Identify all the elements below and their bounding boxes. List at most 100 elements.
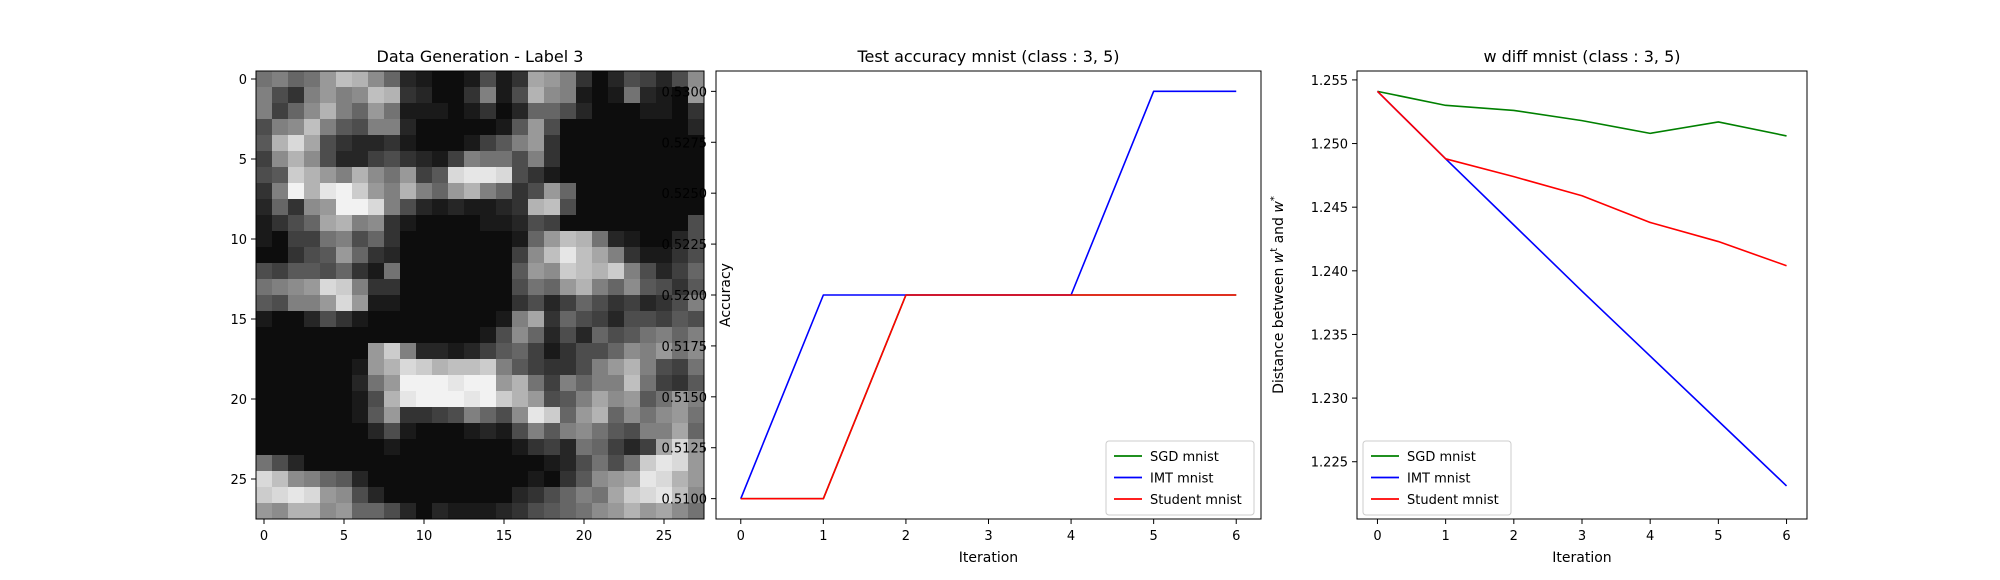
heatmap-cell xyxy=(288,359,305,376)
heatmap-cell xyxy=(272,311,289,328)
heatmap-cell xyxy=(560,407,577,424)
heatmap-cell xyxy=(608,103,625,120)
x-tick-label: 2 xyxy=(1510,529,1518,544)
heatmap-cell xyxy=(432,471,449,488)
heatmap-cell xyxy=(656,263,673,280)
heatmap-cell xyxy=(560,279,577,296)
heatmap-cell xyxy=(544,231,561,248)
heatmap-cell xyxy=(272,263,289,280)
heatmap-cell xyxy=(464,135,481,152)
heatmap-cell xyxy=(688,183,705,200)
heatmap-cell xyxy=(448,167,465,184)
heatmap-cell xyxy=(640,471,657,488)
heatmap-cell xyxy=(448,471,465,488)
heatmap-cell xyxy=(672,215,689,232)
heatmap-cell xyxy=(288,199,305,216)
heatmap-cell xyxy=(288,407,305,424)
heatmap-cell xyxy=(320,295,337,312)
heatmap-cell xyxy=(688,71,705,88)
heatmap-cell xyxy=(496,183,513,200)
heatmap-cell xyxy=(592,439,609,456)
heatmap-cell xyxy=(432,119,449,136)
heatmap-cell xyxy=(544,375,561,392)
heatmap-cell xyxy=(544,407,561,424)
heatmap-cell xyxy=(320,183,337,200)
heatmap-cell xyxy=(608,119,625,136)
heatmap-cell xyxy=(576,103,593,120)
heatmap-cell xyxy=(480,391,497,408)
heatmap-cell xyxy=(288,231,305,248)
heatmap-cell xyxy=(480,311,497,328)
heatmap-cell xyxy=(608,439,625,456)
heatmap-cell xyxy=(496,327,513,344)
heatmap-cell xyxy=(384,151,401,168)
heatmap-cell xyxy=(688,359,705,376)
heatmap-cell xyxy=(512,439,529,456)
heatmap-cell xyxy=(448,247,465,264)
heatmap-cell xyxy=(624,231,641,248)
heatmap-cell xyxy=(336,471,353,488)
heatmap-cell xyxy=(272,215,289,232)
heatmap-cell xyxy=(352,183,369,200)
heatmap-cell xyxy=(544,343,561,360)
heatmap-cell xyxy=(560,295,577,312)
heatmap-cell xyxy=(560,103,577,120)
heatmap-cell xyxy=(384,71,401,88)
heatmap-cell xyxy=(544,327,561,344)
legend-label: SGD mnist xyxy=(1150,450,1219,465)
heatmap-cell xyxy=(352,311,369,328)
heatmap-cell xyxy=(368,135,385,152)
heatmap-cell xyxy=(560,263,577,280)
heatmap-cell xyxy=(560,199,577,216)
heatmap-cell xyxy=(256,343,273,360)
heatmap-cell xyxy=(432,503,449,520)
heatmap-cell xyxy=(336,359,353,376)
heatmap-cell xyxy=(576,183,593,200)
heatmap-cell xyxy=(592,487,609,504)
heatmap-cell xyxy=(432,279,449,296)
heatmap-cell xyxy=(416,247,433,264)
heatmap-cell xyxy=(256,439,273,456)
heatmap-cell xyxy=(544,487,561,504)
heatmap-cell xyxy=(256,263,273,280)
heatmap-cell xyxy=(448,391,465,408)
heatmap-cell xyxy=(432,231,449,248)
heatmap-cell xyxy=(336,439,353,456)
heatmap-cell xyxy=(624,183,641,200)
heatmap-cell xyxy=(560,247,577,264)
heatmap-cell xyxy=(544,439,561,456)
heatmap-cell xyxy=(672,103,689,120)
heatmap-cell xyxy=(640,263,657,280)
heatmap-cell xyxy=(672,311,689,328)
heatmap-cell xyxy=(656,295,673,312)
heatmap-cell xyxy=(624,359,641,376)
y-tick-label: 0.5125 xyxy=(662,442,708,457)
heatmap-cell xyxy=(592,103,609,120)
heatmap-cell xyxy=(368,87,385,104)
heatmap-cell xyxy=(576,167,593,184)
heatmap-cell xyxy=(608,279,625,296)
heatmap-cell xyxy=(448,359,465,376)
heatmap-cell xyxy=(528,87,545,104)
heatmap-cell xyxy=(416,135,433,152)
heatmap-cell xyxy=(304,279,321,296)
heatmap-cell xyxy=(640,279,657,296)
heatmap-cell xyxy=(656,183,673,200)
heatmap-cell xyxy=(544,423,561,440)
heatmap-cell xyxy=(272,423,289,440)
heatmap-cell xyxy=(544,71,561,88)
heatmap-cell xyxy=(672,471,689,488)
heatmap-cell xyxy=(384,279,401,296)
heatmap-cell xyxy=(432,87,449,104)
heatmap-cell xyxy=(560,391,577,408)
heatmap-cell xyxy=(400,103,417,120)
heatmap-cell xyxy=(304,407,321,424)
heatmap-cell xyxy=(368,455,385,472)
heatmap-cell xyxy=(624,503,641,520)
heatmap-cell xyxy=(288,71,305,88)
heatmap-cell xyxy=(608,407,625,424)
heatmap-cell xyxy=(512,311,529,328)
heatmap-cell xyxy=(416,439,433,456)
heatmap-cell xyxy=(272,167,289,184)
heatmap-cell xyxy=(672,487,689,504)
